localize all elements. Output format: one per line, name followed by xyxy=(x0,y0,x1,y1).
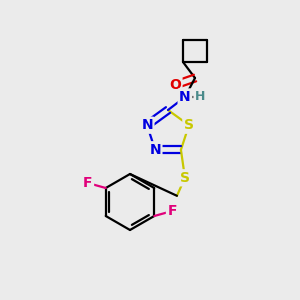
Text: N: N xyxy=(141,118,153,132)
Text: S: S xyxy=(184,118,194,132)
Text: N: N xyxy=(149,143,161,157)
Text: F: F xyxy=(167,204,177,218)
Text: H: H xyxy=(195,91,205,103)
Text: O: O xyxy=(169,78,181,92)
Text: S: S xyxy=(180,171,190,185)
Text: F: F xyxy=(83,176,92,190)
Text: N: N xyxy=(179,90,191,104)
